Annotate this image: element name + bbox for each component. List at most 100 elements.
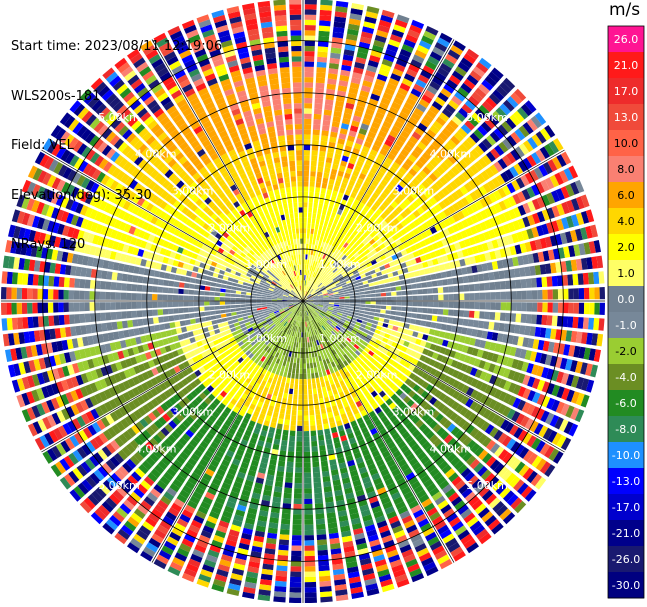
- range-gate: [520, 174, 530, 187]
- range-gate: [433, 399, 442, 409]
- range-gate: [382, 323, 389, 328]
- range-gate: [277, 460, 286, 467]
- range-gate: [546, 315, 553, 326]
- range-gate: [410, 318, 416, 325]
- range-gate: [499, 81, 512, 94]
- range-gate: [303, 436, 310, 442]
- range-gate: [493, 401, 502, 412]
- range-gate: [509, 346, 517, 357]
- range-gate: [510, 149, 521, 161]
- range-gate: [288, 440, 295, 447]
- range-gate: [436, 240, 444, 248]
- range-gate: [324, 199, 330, 206]
- range-gate: [389, 282, 396, 287]
- range-gate: [317, 281, 322, 287]
- range-gate: [570, 181, 580, 195]
- range-gate: [454, 147, 465, 158]
- range-gate: [288, 351, 292, 357]
- range-gate: [307, 280, 310, 287]
- range-gate: [350, 191, 357, 199]
- range-gate: [427, 301, 434, 307]
- range-gate: [545, 412, 555, 425]
- range-gate: [320, 270, 325, 276]
- range-gate: [396, 214, 404, 222]
- range-gate: [377, 153, 386, 161]
- range-gate: [349, 295, 355, 299]
- range-gate: [349, 322, 356, 327]
- range-gate: [342, 54, 354, 62]
- range-gate: [291, 550, 302, 557]
- range-gate: [418, 269, 426, 276]
- range-gate: [500, 171, 510, 183]
- range-gate: [325, 238, 331, 244]
- range-gate: [461, 327, 468, 335]
- range-gate: [421, 372, 429, 380]
- range-gate: [330, 131, 338, 138]
- range-gate: [323, 109, 332, 116]
- range-gate: [354, 165, 362, 173]
- range-gate: [361, 168, 369, 176]
- range-gate: [334, 236, 340, 243]
- range-gate: [380, 288, 386, 293]
- range-gate: [474, 145, 485, 156]
- range-gate: [370, 259, 377, 266]
- range-gate: [333, 295, 340, 298]
- range-gate: [275, 369, 281, 376]
- range-gate: [384, 116, 395, 125]
- range-gate: [410, 191, 419, 200]
- range-gate: [312, 303, 319, 306]
- range-gate: [318, 297, 324, 300]
- range-gate: [380, 192, 388, 200]
- range-gate: [406, 68, 418, 78]
- range-gate: [308, 207, 313, 213]
- range-gate: [453, 415, 463, 425]
- range-gate: [482, 138, 493, 150]
- range-gate: [295, 368, 299, 374]
- range-gate: [307, 337, 310, 343]
- range-gate: [339, 301, 345, 303]
- range-gate: [459, 406, 469, 417]
- range-gate: [479, 394, 488, 404]
- range-gate: [287, 451, 295, 457]
- range-gate: [389, 249, 396, 256]
- range-gate: [326, 189, 332, 196]
- range-gate: [348, 272, 354, 278]
- range-gate: [339, 328, 345, 334]
- range-gate: [560, 261, 567, 273]
- range-gate: [454, 66, 467, 77]
- range-gate: [327, 146, 335, 154]
- range-gate: [242, 316, 249, 320]
- range-gate: [521, 230, 529, 241]
- range-gate: [556, 435, 567, 448]
- range-gate: [311, 440, 318, 447]
- range-gate: [311, 223, 315, 229]
- range-gate: [366, 6, 380, 14]
- range-gate: [402, 176, 411, 185]
- range-gate: [307, 217, 312, 224]
- range-gate: [367, 318, 374, 324]
- range-gate: [533, 167, 544, 179]
- range-gate: [334, 16, 347, 23]
- range-gate: [331, 37, 343, 44]
- range-gate: [323, 298, 329, 300]
- range-gate: [588, 272, 595, 285]
- range-gate: [418, 170, 428, 179]
- range-gate: [522, 467, 534, 480]
- range-gate: [317, 305, 324, 308]
- range-gate: [318, 224, 323, 231]
- range-gate: [328, 239, 334, 246]
- range-gate: [544, 354, 553, 366]
- range-gate: [392, 271, 399, 277]
- range-gate: [489, 217, 497, 228]
- range-gate: [304, 332, 307, 338]
- range-gate: [490, 302, 496, 310]
- range-gate: [518, 447, 530, 459]
- range-gate: [374, 312, 381, 317]
- range-gate: [335, 148, 343, 155]
- range-gate: [304, 269, 307, 276]
- range-gate: [308, 275, 311, 282]
- range-gate: [573, 288, 579, 300]
- range-gate: [479, 302, 486, 310]
- range-gate: [434, 265, 441, 272]
- range-gate: [434, 379, 443, 389]
